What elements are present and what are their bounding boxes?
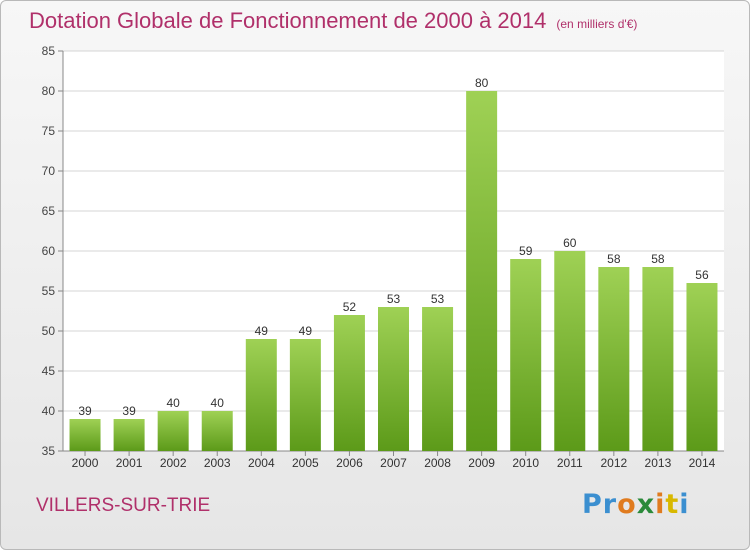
y-tick-label: 50 (42, 324, 56, 338)
bar-value-label: 52 (343, 300, 357, 314)
bar-value-label: 60 (563, 236, 577, 250)
bar-value-label: 80 (475, 76, 489, 90)
y-tick-label: 60 (42, 244, 56, 258)
x-tick-label: 2001 (116, 456, 143, 470)
proxiti-logo: Proxiti (582, 489, 690, 520)
bar (201, 411, 233, 451)
x-tick-label: 2008 (424, 456, 451, 470)
y-tick-label: 35 (42, 444, 56, 458)
logo-letter: r (602, 489, 618, 520)
bar-value-label: 58 (607, 252, 621, 266)
bar (69, 419, 101, 451)
bar-value-label: 53 (387, 292, 401, 306)
x-tick-label: 2010 (512, 456, 539, 470)
x-tick-label: 2006 (336, 456, 363, 470)
bar (422, 307, 454, 451)
x-tick-label: 2014 (689, 456, 716, 470)
y-tick-label: 80 (42, 84, 56, 98)
bar (642, 267, 674, 451)
x-tick-label: 2013 (645, 456, 672, 470)
x-tick-label: 2002 (160, 456, 187, 470)
x-tick-label: 2009 (468, 456, 495, 470)
x-tick-label: 2000 (72, 456, 99, 470)
bar (157, 411, 189, 451)
y-tick-label: 55 (42, 284, 56, 298)
x-tick-label: 2005 (292, 456, 319, 470)
bar (598, 267, 630, 451)
bar-value-label: 39 (122, 404, 136, 418)
bar (554, 251, 586, 451)
bar (466, 91, 498, 451)
bar (378, 307, 409, 451)
logo-letter: i (655, 489, 666, 520)
y-tick-label: 45 (42, 364, 56, 378)
logo-letter: x (636, 489, 656, 520)
y-tick-label: 70 (42, 164, 56, 178)
chart-subtitle: (en milliers d'€) (556, 17, 638, 31)
x-tick-label: 2012 (600, 456, 627, 470)
y-tick-label: 75 (42, 124, 56, 138)
bar-value-label: 49 (299, 324, 313, 338)
x-tick-label: 2003 (204, 456, 231, 470)
y-tick-label: 65 (42, 204, 56, 218)
bar-value-label: 49 (255, 324, 269, 338)
bar-value-label: 39 (78, 404, 92, 418)
bar (245, 339, 277, 451)
bar-value-label: 40 (211, 396, 225, 410)
bar (510, 259, 542, 451)
bar-value-label: 56 (695, 268, 709, 282)
bar (113, 419, 145, 451)
bar-value-label: 58 (651, 252, 665, 266)
bar (686, 283, 718, 451)
bar-value-label: 40 (166, 396, 180, 410)
logo-letter: o (617, 489, 637, 520)
logo-letter: t (665, 489, 680, 520)
bar-value-label: 59 (519, 244, 533, 258)
bar (289, 339, 321, 451)
y-tick-label: 40 (42, 404, 56, 418)
x-tick-label: 2007 (380, 456, 407, 470)
logo-letter: P (582, 489, 603, 520)
x-tick-label: 2004 (248, 456, 275, 470)
bar-value-label: 53 (431, 292, 445, 306)
y-tick-label: 85 (42, 44, 56, 58)
x-tick-label: 2011 (557, 456, 583, 470)
logo-letter: i (679, 489, 690, 520)
bar (333, 315, 365, 451)
commune-name: VILLERS-SUR-TRIE (36, 495, 211, 516)
chart-title: Dotation Globale de Fonctionnement de 20… (29, 8, 638, 33)
